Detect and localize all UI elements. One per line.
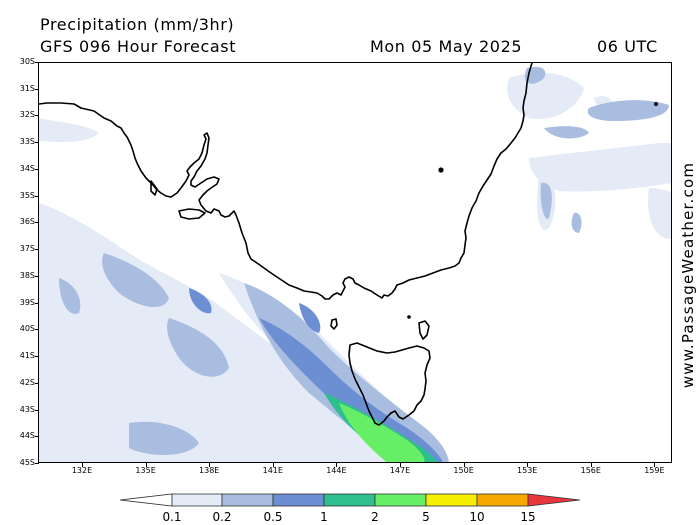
latitude-label: 44S: [19, 431, 35, 441]
latitude-tick: [35, 302, 39, 304]
legend-swatch: [171, 493, 223, 507]
latitude-tick: [35, 142, 39, 144]
latitude-tick: [35, 222, 39, 224]
latitude-label: 37S: [19, 244, 35, 254]
latitude-label: 31S: [19, 83, 35, 93]
longitude-label: 156E: [580, 466, 601, 475]
longitude-label: 135E: [135, 466, 156, 475]
latitude-tick: [35, 88, 39, 90]
legend-threshold-label: 0.5: [263, 510, 283, 524]
longitude-tick: [272, 463, 274, 467]
longitude-tick: [463, 463, 465, 467]
precipitation-map: [38, 62, 672, 463]
latitude-label: 45S: [19, 458, 35, 467]
legend-swatch: [425, 493, 478, 507]
latitude-label: 40S: [19, 324, 35, 334]
longitude-label: 159E: [644, 466, 665, 475]
latitude-label: 41S: [19, 351, 35, 361]
longitude-tick: [590, 463, 592, 467]
latitude-label: 32S: [19, 110, 35, 120]
longitude-label: 153E: [517, 466, 538, 475]
legend-threshold-label: 15: [520, 510, 536, 524]
latitude-tick: [35, 436, 39, 438]
longitude-tick: [82, 463, 83, 467]
longitude-label: 150E: [453, 466, 474, 475]
longitude-tick: [654, 463, 656, 467]
latitude-tick: [35, 409, 39, 411]
latitude-label: 39S: [19, 297, 35, 307]
map-title: Precipitation (mm/3hr): [40, 15, 235, 34]
latitude-tick: [35, 463, 39, 464]
legend-swatch: [323, 493, 376, 507]
precip-green-areas: [339, 403, 425, 462]
latitude-tick: [35, 356, 39, 358]
latitude-tick: [35, 249, 39, 251]
precip-moderate-areas: [59, 66, 669, 462]
legend-swatch: [527, 493, 581, 507]
latitude-label: 38S: [19, 270, 35, 280]
latitude-tick: [35, 275, 39, 277]
latitude-tick: [35, 168, 39, 170]
longitude-label: 138E: [199, 466, 220, 475]
forecast-model-label: GFS 096 Hour Forecast: [40, 37, 237, 56]
legend-threshold-label: 5: [422, 510, 430, 524]
longitude-label: 132E: [71, 466, 93, 475]
forecast-time: 06 UTC: [597, 37, 658, 56]
latitude-label: 36S: [19, 217, 35, 227]
latitude-tick: [35, 115, 39, 117]
legend-swatch: [476, 493, 529, 507]
legend-threshold-label: 1: [320, 510, 328, 524]
coastline: [39, 63, 658, 426]
watermark-text: www.PassageWeather.com: [679, 161, 697, 389]
longitude-label: 147E: [389, 466, 411, 475]
legend-swatch: [221, 493, 274, 507]
legend-swatch: [374, 493, 427, 507]
legend-threshold-label: 10: [469, 510, 485, 524]
legend-swatch: [119, 493, 173, 507]
latitude-tick: [35, 62, 39, 63]
forecast-date: Mon 05 May 2025: [370, 37, 523, 56]
latitude-label: 42S: [19, 377, 35, 387]
latitude-tick: [35, 329, 39, 331]
latitude-label: 34S: [19, 163, 35, 173]
longitude-label: 144E: [326, 466, 347, 475]
longitude-tick: [145, 463, 147, 467]
latitude-tick: [35, 195, 39, 197]
latitude-label: 33S: [19, 137, 35, 147]
legend-threshold-label: 0.2: [212, 510, 232, 524]
legend-swatch: [272, 493, 325, 507]
latitude-label: 30S: [19, 57, 35, 66]
latitude-label: 35S: [19, 190, 35, 200]
longitude-label: 141E: [262, 466, 283, 475]
precip-heavy-areas: [189, 288, 443, 462]
legend-threshold-label: 2: [371, 510, 379, 524]
map-svg: [39, 63, 671, 462]
legend-threshold-label: 0.1: [162, 510, 182, 524]
longitude-tick: [527, 463, 529, 467]
watermark: www.PassageWeather.com: [678, 150, 698, 400]
latitude-tick: [35, 382, 39, 384]
longitude-tick: [400, 463, 401, 467]
longitude-tick: [209, 463, 211, 467]
longitude-tick: [336, 463, 338, 467]
latitude-label: 43S: [19, 404, 35, 414]
